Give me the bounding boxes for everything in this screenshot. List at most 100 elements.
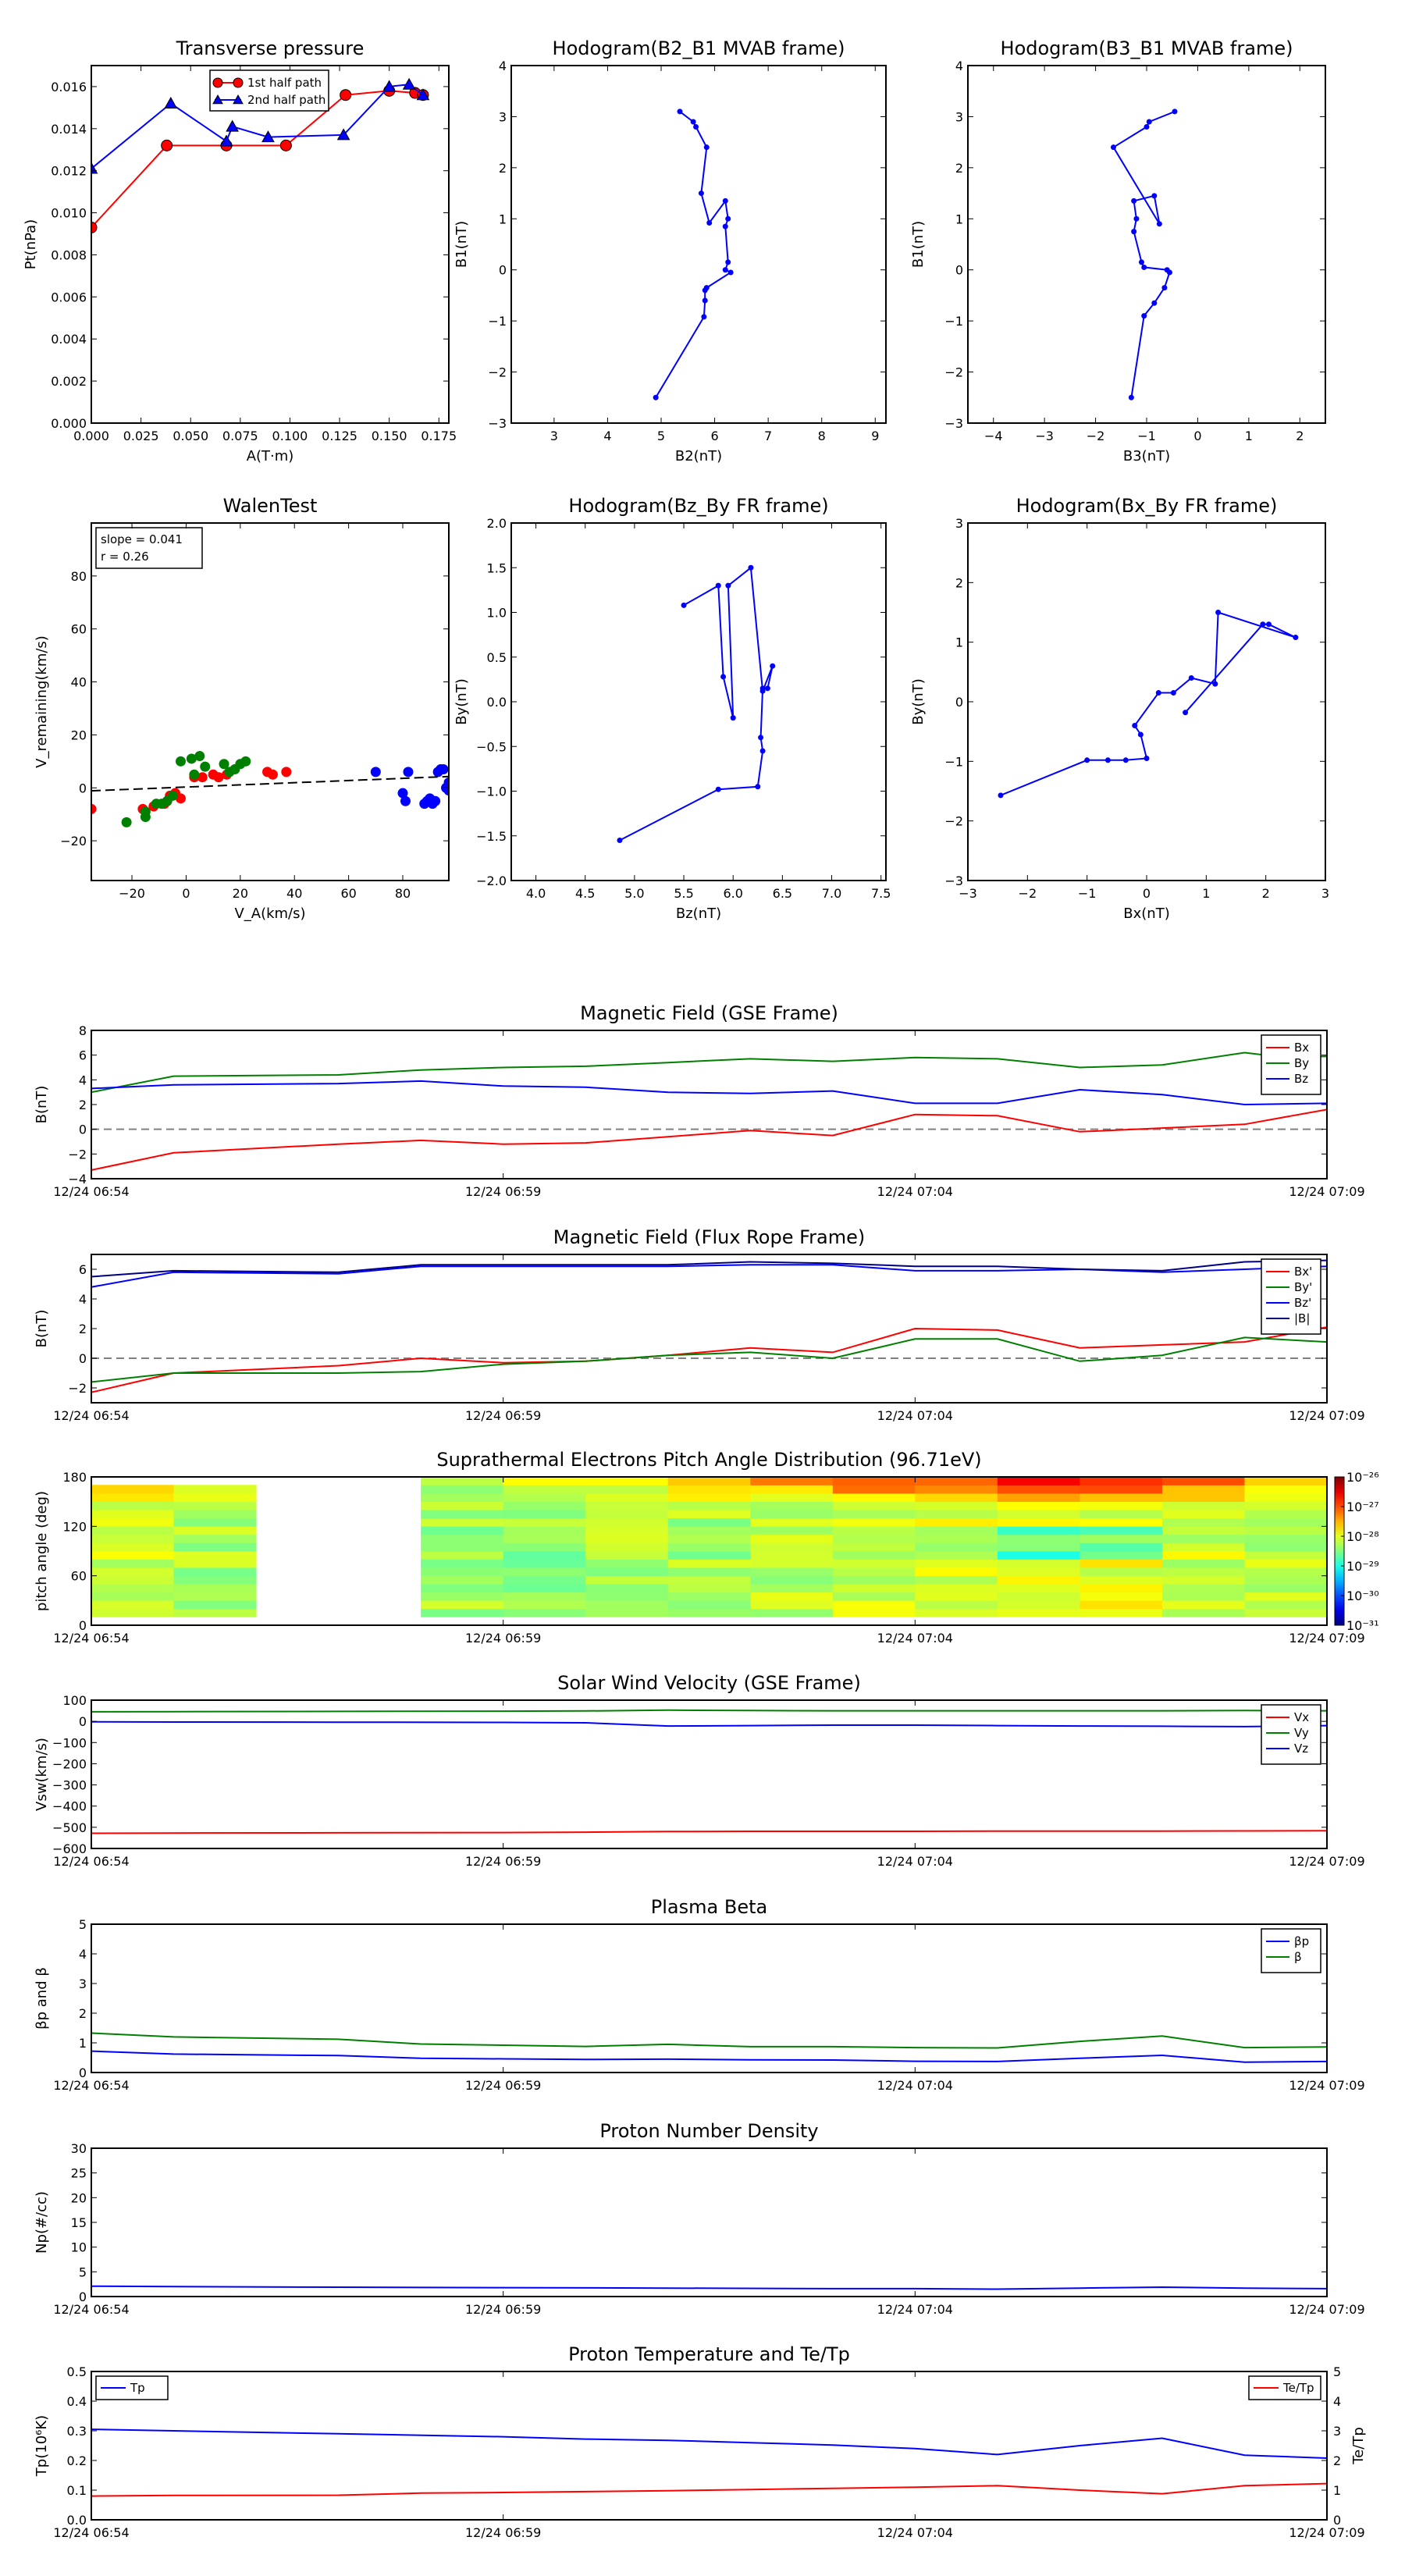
- heatmap-cell: [91, 1485, 175, 1494]
- heatmap-cell: [173, 1509, 257, 1519]
- data-point: [755, 784, 761, 790]
- y-tick-label: −2: [68, 1381, 87, 1396]
- heatmap-cell: [173, 1534, 257, 1543]
- plot-area: [91, 2032, 1327, 2063]
- legend: Te/Tp: [1248, 2375, 1321, 2400]
- data-point: [189, 769, 200, 780]
- y-axis-label: B(nT): [34, 1310, 50, 1348]
- chart-vsw: Solar Wind Velocity (GSE Frame) 12/24 06:…: [34, 1672, 1365, 1869]
- heatmap-cell: [503, 1575, 586, 1585]
- x-tick-label: 6.5: [773, 886, 792, 901]
- data-point: [725, 582, 731, 589]
- heatmap-cell: [832, 1517, 916, 1527]
- heatmap-cell: [832, 1567, 916, 1576]
- y-tick-label: 0.5: [487, 650, 507, 665]
- heatmap-cell: [585, 1583, 669, 1593]
- annotation-line: slope = 0.041: [101, 532, 183, 546]
- data-point: [91, 221, 98, 233]
- x-tick-label: 0.075: [222, 429, 258, 443]
- data-point: [770, 663, 776, 669]
- y-tick-label: 0.016: [51, 80, 87, 94]
- y-tick-label: 4: [79, 1947, 87, 1962]
- heatmap-cell: [832, 1592, 916, 1601]
- heatmap-cell: [1080, 1542, 1163, 1552]
- heatmap-cell: [667, 1534, 751, 1543]
- heatmap-cell: [997, 1534, 1080, 1543]
- heatmap-cell: [421, 1542, 504, 1552]
- data-point: [281, 767, 292, 777]
- chart-title: Hodogram(Bz_By FR frame): [568, 495, 828, 517]
- legend-label: By': [1294, 1280, 1312, 1294]
- data-point: [1138, 259, 1144, 265]
- data-point: [681, 602, 687, 608]
- heatmap-cell: [832, 1501, 916, 1510]
- heatmap-cell: [585, 1567, 669, 1576]
- x-tick-label: 12/24 07:04: [877, 2525, 953, 2540]
- data-point: [1128, 394, 1134, 400]
- colorbar: [1334, 1476, 1345, 1626]
- y-tick-label: 60: [71, 622, 87, 637]
- data-point: [1172, 109, 1178, 115]
- heatmap-cell: [1161, 1501, 1245, 1510]
- data-point: [164, 96, 178, 109]
- legend-marker: [212, 77, 223, 88]
- x-tick-label: 9: [871, 429, 879, 443]
- x-tick-label: 40: [286, 886, 302, 901]
- heatmap-cell: [503, 1485, 586, 1494]
- x-tick-label: 12/24 06:59: [465, 1631, 541, 1646]
- y-right-tick-label: 5: [1333, 2364, 1341, 2379]
- legend-label: Bz: [1294, 1072, 1308, 1086]
- chart-title: Proton Number Density: [599, 2120, 818, 2142]
- data-point: [1144, 756, 1150, 762]
- y-tick-label: 0.014: [51, 122, 87, 137]
- y-tick-label: 15: [71, 2215, 87, 2230]
- data-point: [1260, 621, 1266, 628]
- heatmap-cell: [997, 1575, 1080, 1585]
- data-point: [121, 817, 132, 827]
- x-tick-label: 1: [1245, 429, 1253, 443]
- x-tick-label: 5.0: [624, 886, 644, 901]
- plot-area: [91, 751, 449, 827]
- heatmap-cell: [173, 1575, 257, 1585]
- y-tick-label: 80: [71, 569, 87, 584]
- y-axis-label: By(nT): [454, 678, 470, 724]
- y-right-tick-label: 2: [1333, 2453, 1341, 2468]
- heatmap-cell: [1244, 1567, 1327, 1576]
- heatmap-cell: [667, 1608, 751, 1617]
- plot-frame: [91, 1254, 1328, 1404]
- y-tick-label: 1: [955, 635, 963, 650]
- x-tick-label: 12/24 06:54: [53, 1631, 129, 1646]
- heatmap-cell: [915, 1550, 998, 1560]
- heatmap-cell: [997, 1559, 1080, 1568]
- legend: Tp: [95, 2375, 169, 2400]
- data-point: [1144, 124, 1150, 130]
- data-point: [416, 88, 430, 101]
- heatmap-cell: [503, 1477, 586, 1485]
- y-tick-label: 6: [79, 1048, 87, 1063]
- heatmap-cell: [1080, 1517, 1163, 1527]
- heatmap-cell: [503, 1592, 586, 1601]
- data-point: [725, 215, 731, 222]
- data-point: [430, 795, 441, 806]
- heatmap-cell: [173, 1493, 257, 1502]
- plot-frame: [91, 2147, 1328, 2297]
- plot-frame: [91, 522, 450, 881]
- y-tick-label: 0: [79, 1351, 87, 1366]
- series-line-3: [91, 1259, 1327, 1278]
- heatmap-cell: [832, 1575, 916, 1585]
- heatmap-cell: [915, 1509, 998, 1519]
- y-tick-label: 0: [79, 1714, 87, 1729]
- heatmap-cell: [667, 1509, 751, 1519]
- heatmap-cell: [667, 1592, 751, 1601]
- x-tick-label: 0: [1143, 886, 1151, 901]
- x-tick-label: 12/24 07:09: [1289, 2525, 1364, 2540]
- series-line-1: [91, 1709, 1327, 1713]
- heatmap-cell: [1080, 1608, 1163, 1617]
- series-line-0: [655, 111, 733, 398]
- chart-title: Hodogram(Bx_By FR frame): [1016, 495, 1278, 517]
- chart-title: Proton Temperature and Te/Tp: [568, 2343, 850, 2365]
- y-tick-label: −1: [488, 314, 507, 329]
- legend-label: Bx': [1294, 1265, 1312, 1279]
- heatmap-cell: [750, 1542, 834, 1552]
- chart-title: Hodogram(B3_B1 MVAB frame): [1001, 37, 1293, 59]
